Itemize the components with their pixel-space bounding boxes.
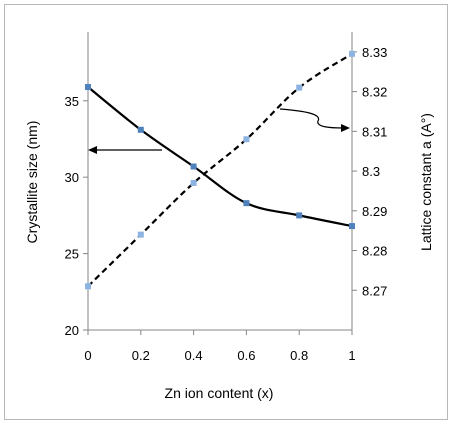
series-layer — [85, 50, 355, 290]
y-right-tick-label: 8.31 — [362, 124, 387, 139]
data-point-right — [137, 231, 144, 238]
y-axis-label-left: Crystallite size (nm) — [24, 121, 40, 244]
left-arrow-head — [88, 146, 97, 154]
axis-arrows — [88, 108, 350, 154]
y-right-tick-label: 8.33 — [362, 45, 387, 60]
data-point-right — [85, 283, 91, 290]
x-tick-label: 0.4 — [185, 348, 203, 363]
x-tick-label: 0.2 — [132, 348, 150, 363]
y-left-tick-label: 35 — [65, 94, 79, 109]
data-point-right — [190, 179, 197, 186]
y-right-tick-label: 8.32 — [362, 85, 387, 100]
data-point-right — [349, 50, 355, 57]
y-left-tick-label: 30 — [65, 170, 79, 185]
chart-frame — [4, 4, 448, 420]
x-tick-label: 0 — [84, 348, 91, 363]
data-point-left — [85, 84, 91, 91]
y-right-tick-label: 8.27 — [362, 283, 387, 298]
data-point-right — [243, 136, 250, 143]
series-line-right — [87, 52, 353, 288]
right-arrow-head — [341, 124, 350, 132]
series-line-left — [87, 86, 353, 228]
x-tick-label: 0.8 — [290, 348, 308, 363]
x-axis-label: Zn ion content (x) — [165, 385, 274, 401]
data-point-left — [349, 223, 355, 230]
right-arrow-shaft — [279, 108, 344, 129]
plot-axes — [83, 32, 357, 335]
y-axis-label-right: Lattice constant a (A°) — [418, 113, 434, 251]
y-left-tick-label: 25 — [65, 247, 79, 262]
y-left-tick-label: 20 — [65, 323, 79, 338]
data-point-left — [137, 126, 144, 133]
data-point-left — [190, 163, 197, 170]
data-point-left — [243, 200, 250, 207]
tick-labels: 0 0.2 0.4 0.6 0.8 1 20 25 30 35 8.27 8.28 8.29 8.3 8.3… — [65, 45, 388, 363]
y-right-tick-label: 8.3 — [362, 164, 380, 179]
y-right-tick-label: 8.28 — [362, 244, 387, 259]
x-tick-label: 0.6 — [237, 348, 255, 363]
x-tick-label: 1 — [348, 348, 355, 363]
data-point-left — [296, 212, 303, 219]
data-point-right — [296, 84, 303, 91]
y-right-tick-label: 8.29 — [362, 204, 387, 219]
